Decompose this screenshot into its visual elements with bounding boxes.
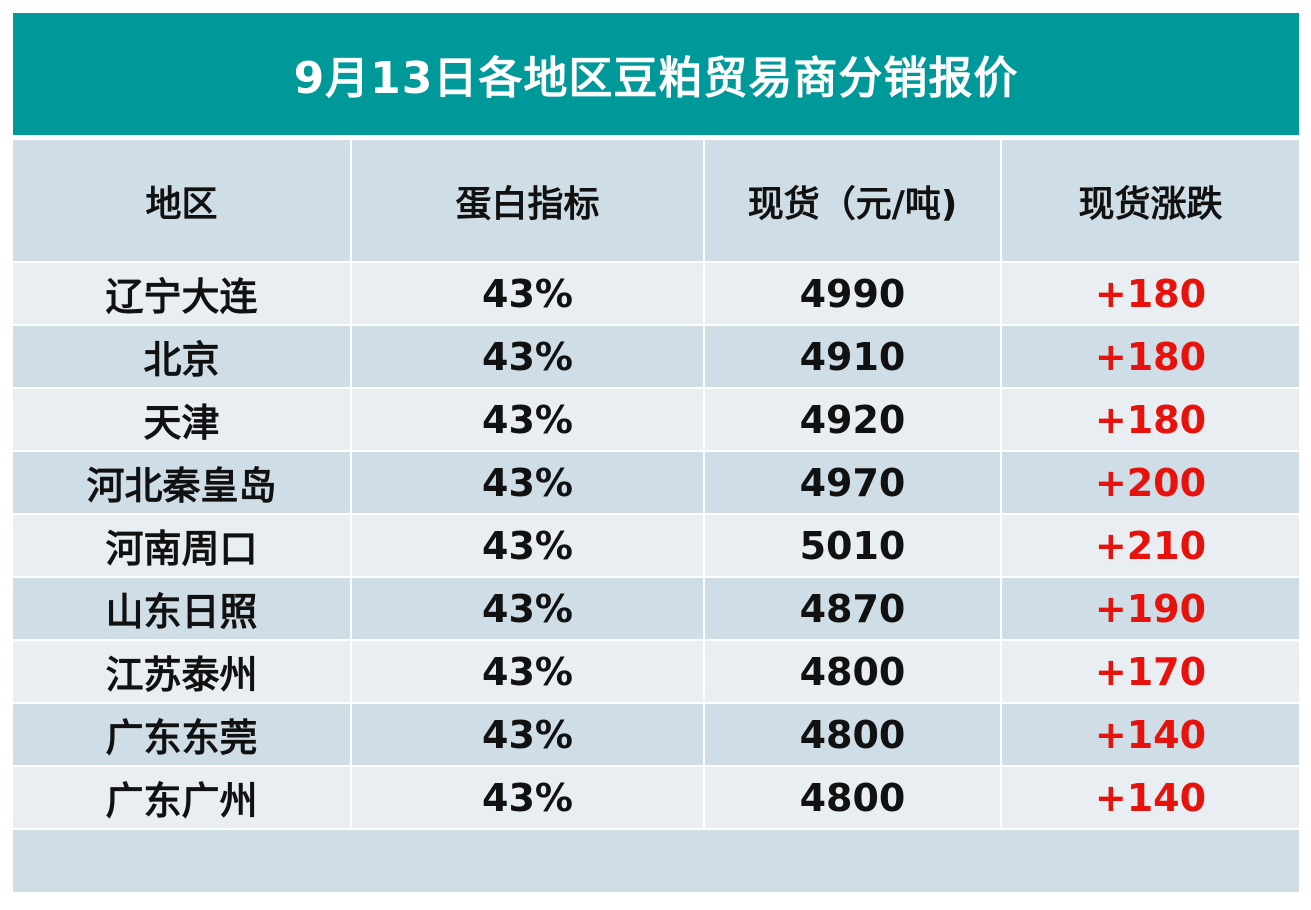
price-cell: 4800 [704,640,1002,704]
region-cell: 江苏泰州 [13,640,352,704]
region-cell: 广东广州 [13,766,352,830]
table-footer-band [13,830,1299,892]
price-cell: 4870 [704,577,1002,641]
change-cell: +190 [1001,577,1299,641]
table-row: 江苏泰州 43% 4800 +170 [13,640,1299,704]
protein-cell: 43% [351,640,705,704]
header-price-change: 现货涨跌 [1001,140,1299,263]
change-cell: +200 [1001,451,1299,515]
price-cell: 4800 [704,703,1002,767]
table-row: 天津 43% 4920 +180 [13,388,1299,452]
header-spot-price: 现货（元/吨) [704,140,1002,263]
table-row: 河北秦皇岛 43% 4970 +200 [13,451,1299,515]
protein-cell: 43% [351,703,705,767]
change-cell: +180 [1001,325,1299,389]
change-cell: +140 [1001,766,1299,830]
price-cell: 4800 [704,766,1002,830]
change-cell: +210 [1001,514,1299,578]
region-cell: 山东日照 [13,577,352,641]
table-row: 广东广州 43% 4800 +140 [13,766,1299,830]
region-cell: 北京 [13,325,352,389]
change-cell: +170 [1001,640,1299,704]
region-cell: 河北秦皇岛 [13,451,352,515]
protein-cell: 43% [351,325,705,389]
region-cell: 天津 [13,388,352,452]
header-region: 地区 [13,140,352,263]
price-cell: 4970 [704,451,1002,515]
table-row: 河南周口 43% 5010 +210 [13,514,1299,578]
price-cell: 4910 [704,325,1002,389]
price-cell: 4920 [704,388,1002,452]
region-cell: 辽宁大连 [13,262,352,326]
region-cell: 广东东莞 [13,703,352,767]
table-title: 9月13日各地区豆粕贸易商分销报价 [13,13,1299,135]
header-protein: 蛋白指标 [351,140,705,263]
price-cell: 5010 [704,514,1002,578]
region-cell: 河南周口 [13,514,352,578]
table-row: 广东东莞 43% 4800 +140 [13,703,1299,767]
table-row: 辽宁大连 43% 4990 +180 [13,262,1299,326]
header-row: 地区 蛋白指标 现货（元/吨) 现货涨跌 [13,140,1299,263]
change-cell: +180 [1001,388,1299,452]
table-row: 山东日照 43% 4870 +190 [13,577,1299,641]
change-cell: +140 [1001,703,1299,767]
protein-cell: 43% [351,451,705,515]
price-table-panel: 9月13日各地区豆粕贸易商分销报价 地区 蛋白指标 现货（元/吨) 现货涨跌 辽… [13,13,1299,892]
protein-cell: 43% [351,262,705,326]
protein-cell: 43% [351,766,705,830]
price-table: 地区 蛋白指标 现货（元/吨) 现货涨跌 辽宁大连 43% 4990 +180 … [13,140,1299,830]
protein-cell: 43% [351,577,705,641]
table-row: 北京 43% 4910 +180 [13,325,1299,389]
protein-cell: 43% [351,514,705,578]
change-cell: +180 [1001,262,1299,326]
price-cell: 4990 [704,262,1002,326]
protein-cell: 43% [351,388,705,452]
